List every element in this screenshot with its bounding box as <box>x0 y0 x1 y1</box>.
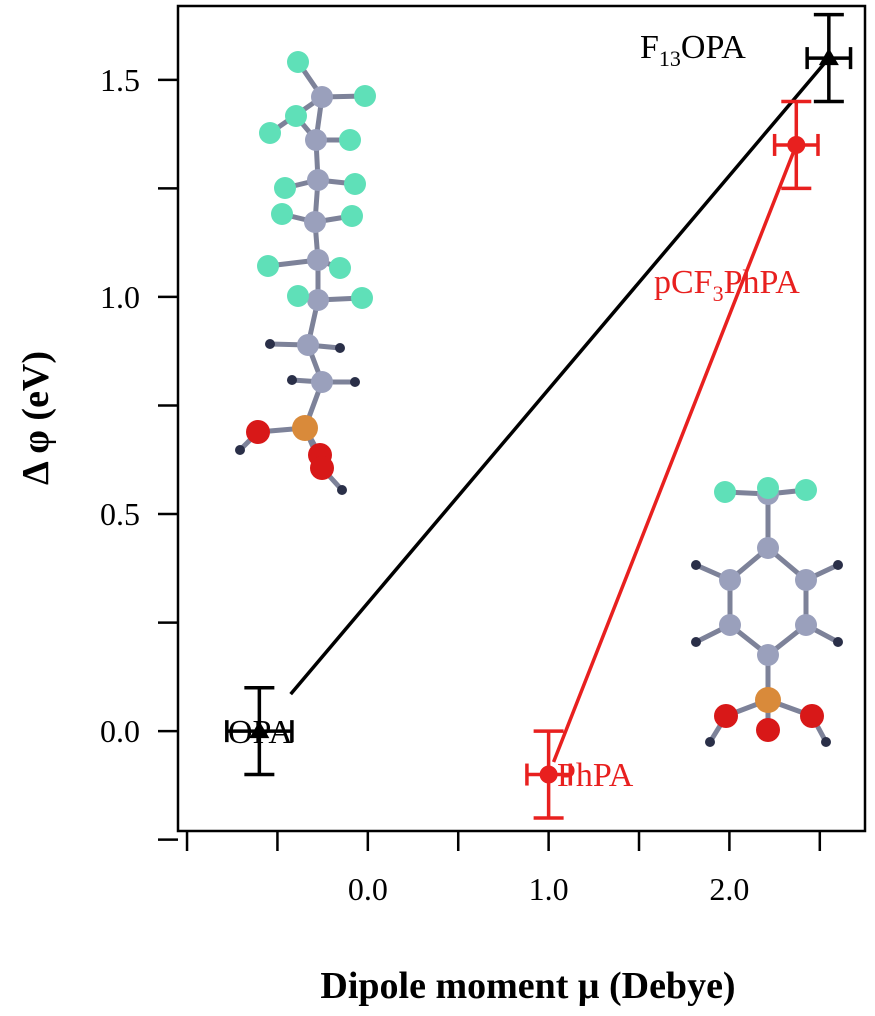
atom <box>757 477 779 499</box>
fit-lines <box>289 56 831 763</box>
atom <box>756 718 780 742</box>
atom <box>757 537 779 559</box>
atom <box>337 485 347 495</box>
atom <box>271 203 293 225</box>
label-phpa: PhPA <box>557 757 634 794</box>
atom <box>235 445 245 455</box>
tick-labels: 0.0 1.0 2.0 0.0 0.5 1.0 1.5 <box>100 62 749 907</box>
label-f13opa-sub: 13 <box>659 46 681 71</box>
atom <box>719 569 741 591</box>
axis-ticks <box>158 78 822 851</box>
data-point <box>525 729 573 820</box>
data-point <box>805 12 853 104</box>
x-tick-label: 2.0 <box>709 871 749 907</box>
atom <box>304 211 326 233</box>
label-f13opa-main: F <box>640 29 659 66</box>
marker-circle <box>539 765 558 784</box>
atom <box>795 614 817 636</box>
fit-line <box>289 56 831 696</box>
atom <box>329 257 351 279</box>
atom <box>714 704 738 728</box>
atom <box>307 289 329 311</box>
atom <box>307 249 329 271</box>
atom <box>287 285 309 307</box>
atom <box>257 255 279 277</box>
x-tick-label: 0.0 <box>348 871 388 907</box>
atom <box>350 377 360 387</box>
atom <box>297 334 319 356</box>
atom <box>292 415 318 441</box>
atom <box>757 644 779 666</box>
atom <box>344 173 366 195</box>
atom <box>259 122 281 144</box>
atom <box>795 569 817 591</box>
label-opa: OPA <box>228 714 293 751</box>
atom <box>354 85 376 107</box>
atom <box>305 129 327 151</box>
atom <box>821 737 831 747</box>
data-point <box>772 99 820 191</box>
atom <box>311 371 333 393</box>
data-point <box>225 685 294 777</box>
marker-circle <box>787 135 806 154</box>
label-f13opa: F13OPA <box>640 29 746 71</box>
atom <box>691 560 701 570</box>
label-pcf3-main: pCF <box>654 264 713 301</box>
y-axis-title: Δ φ (eV) <box>15 351 57 485</box>
plot-frame <box>176 4 867 833</box>
atom <box>246 420 270 444</box>
atom <box>351 287 373 309</box>
label-pcf3phpa: pCF3PhPA <box>654 264 800 306</box>
atom <box>800 704 824 728</box>
atom <box>285 105 307 127</box>
atom <box>833 637 843 647</box>
atom <box>274 177 296 199</box>
y-tick-label: 0.0 <box>100 713 140 749</box>
atom <box>341 205 363 227</box>
atom <box>795 479 817 501</box>
atom <box>705 737 715 747</box>
y-tick-label: 1.5 <box>100 62 140 98</box>
x-tick-label: 1.0 <box>529 871 569 907</box>
marker-triangle <box>818 48 839 66</box>
atom <box>714 481 736 503</box>
atom <box>287 375 297 385</box>
marker-triangle <box>249 721 270 739</box>
atom <box>287 51 309 73</box>
alkyl-molecule-inset <box>235 51 376 495</box>
x-axis-title: Dipole moment μ (Debye) <box>320 965 735 1007</box>
atom <box>719 614 741 636</box>
atom <box>310 456 334 480</box>
atom <box>265 339 275 349</box>
atom <box>833 560 843 570</box>
atom <box>307 169 329 191</box>
atom <box>691 637 701 647</box>
data-points <box>225 12 853 820</box>
atom <box>755 687 781 713</box>
label-pcf3-tail: PhPA <box>724 264 801 301</box>
atom <box>311 86 333 108</box>
label-pcf3-sub: 3 <box>713 281 724 306</box>
y-tick-label: 1.0 <box>100 279 140 315</box>
y-tick-label: 0.5 <box>100 496 140 532</box>
atom <box>339 129 361 151</box>
label-f13opa-tail: OPA <box>681 29 746 66</box>
fit-line <box>551 144 798 763</box>
atom <box>335 343 345 353</box>
phenyl-molecule-inset <box>691 477 843 747</box>
